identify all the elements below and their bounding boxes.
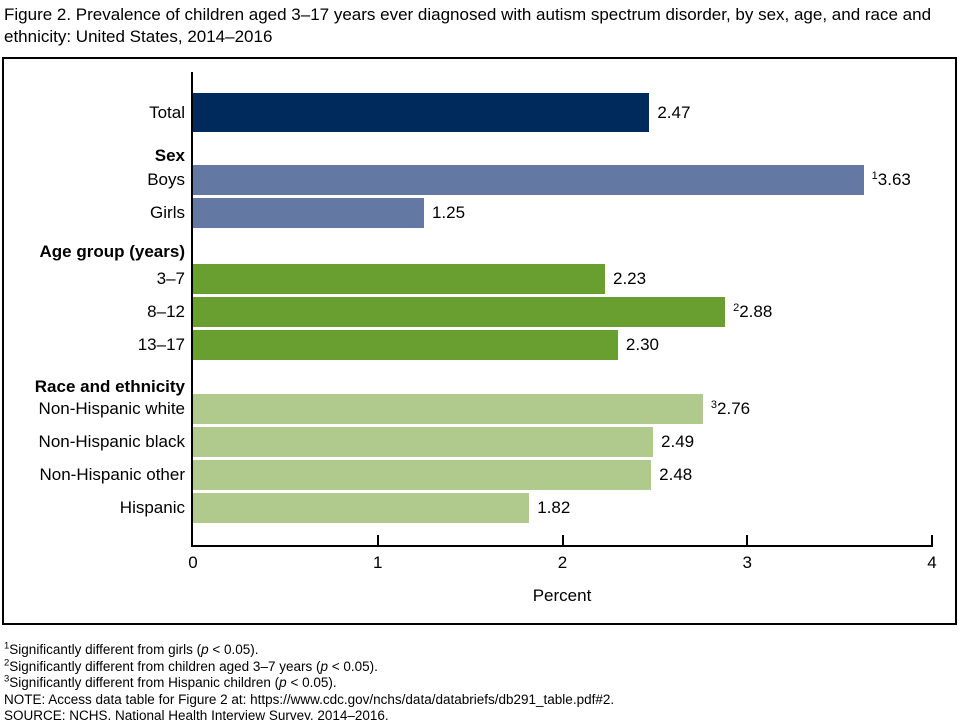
category-label-3-7: 3–7 [156,269,185,288]
x-axis-tick [376,535,379,545]
footnote-line: NOTE: Access data table for Figure 2 at:… [4,692,614,709]
footnote-text: p [279,675,287,690]
value-label-non-hispanic-other: 2.48 [659,465,693,484]
x-axis-tick-label: 1 [373,553,383,572]
figure-title: Figure 2. Prevalence of children aged 3–… [4,5,932,46]
value-label-boys: 13.63 [871,170,911,189]
value-label-non-hispanic-black: 2.49 [661,432,695,451]
bar-non-hispanic-white [193,394,703,424]
footnote-line: 2Significantly different from children a… [4,657,614,676]
footnote-text: NOTE: Access data table for Figure 2 at:… [4,691,615,707]
footnote-line: 1Significantly different from girls (p <… [4,640,614,659]
category-label-girls: Girls [150,203,185,222]
bar-girls [193,198,424,228]
category-label-hispanic: Hispanic [119,498,185,517]
bar-13-17 [193,330,618,360]
group-header-sex: Sex [154,146,185,165]
group-header-age-group-years: Age group (years) [39,242,185,261]
bar-hispanic [193,493,530,523]
footnote-line: 3Significantly different from Hispanic c… [4,673,614,692]
category-label-8-12: 8–12 [147,302,185,321]
value-label-3-7: 2.23 [612,269,647,288]
value-label-hispanic: 1.82 [537,498,571,517]
category-label-non-hispanic-black: Non-Hispanic black [38,432,185,451]
bar-boys [193,165,864,195]
category-label-non-hispanic-white: Non-Hispanic white [38,399,185,418]
value-label-13-17: 2.30 [625,335,660,354]
x-axis-tick-label: 3 [742,553,752,572]
footnote-text: SOURCE: NCHS, National Health Interview … [4,708,389,720]
footnote-marker: 3 [4,673,10,685]
value-label-non-hispanic-white: 32.76 [710,399,751,418]
footnote-text: < 0.05). [208,642,259,657]
value-label-girls: 1.25 [431,203,466,222]
x-axis-tick [746,535,749,545]
significance-marker: 3 [710,399,718,412]
footnote-text: Significantly different from Hispanic ch… [9,675,280,690]
category-label-non-hispanic-other: Non-Hispanic other [39,465,185,484]
footnote-text: Significantly different from children ag… [9,658,321,674]
value-label-8-12: 22.88 [733,302,773,321]
bar-chart-plot-area: Percent Total 2.47 Sex Boys 13.63 Girls 1.25 Ag… [4,59,955,623]
bar-total [193,93,650,132]
footnote-text: Significantly different from girls ( [9,642,202,657]
footnote-text: p [201,642,209,657]
significance-marker: 1 [871,170,878,183]
bar-non-hispanic-black [193,427,653,457]
category-label-total: Total [149,102,185,122]
x-axis-tick-label: 4 [927,553,937,572]
x-axis-line [191,545,933,547]
footnote-marker: 2 [4,657,10,668]
bar-8-12 [193,297,726,327]
figure-box: Percent Total 2.47 Sex Boys 13.63 Girls 1.25 Ag… [2,57,957,625]
footnote-text: < 0.05). [286,675,337,690]
footnotes: 1Significantly different from girls (p <… [4,640,614,720]
bar-non-hispanic-other [193,460,652,490]
footnote-line: SOURCE: NCHS, National Health Interview … [4,708,614,720]
x-axis-tick [931,535,933,545]
significance-marker: 2 [733,302,740,315]
x-axis-label: Percent [532,586,592,605]
footnote-text: p [320,658,328,674]
bar-3-7 [193,264,605,294]
group-header-race-and-ethnicity: Race and ethnicity [34,377,185,396]
x-axis-tick-label: 2 [557,553,568,572]
x-axis-tick-label: 0 [188,553,198,572]
x-axis-tick [561,535,564,545]
category-label-boys: Boys [147,170,185,189]
footnote-text: < 0.05). [327,658,378,674]
y-axis-line [191,72,193,547]
footnote-marker: 1 [4,640,10,652]
value-label-total: 2.47 [657,102,691,122]
category-label-13-17: 13–17 [137,335,185,354]
